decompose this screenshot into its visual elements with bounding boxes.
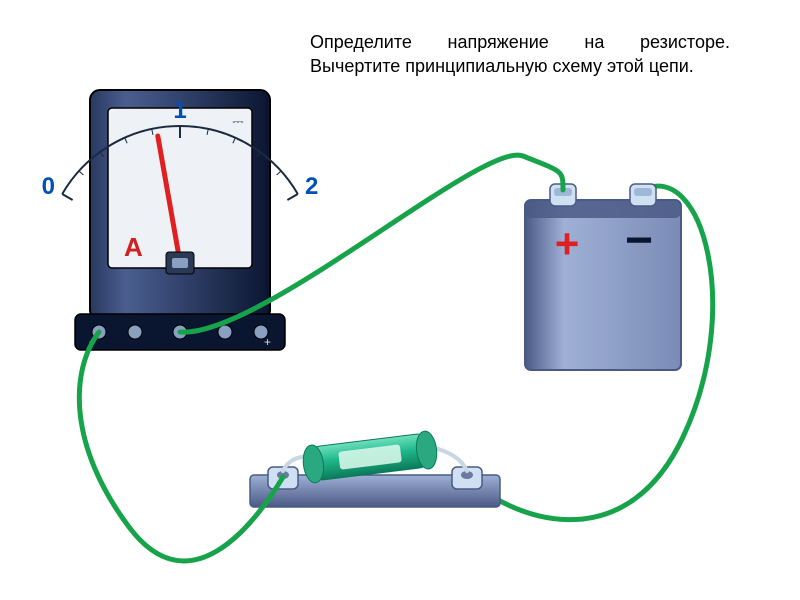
- wire-ammeter-to-resistor: [79, 332, 283, 561]
- wire-ammeter-to-battery: [180, 155, 563, 332]
- wires-front: [0, 0, 800, 600]
